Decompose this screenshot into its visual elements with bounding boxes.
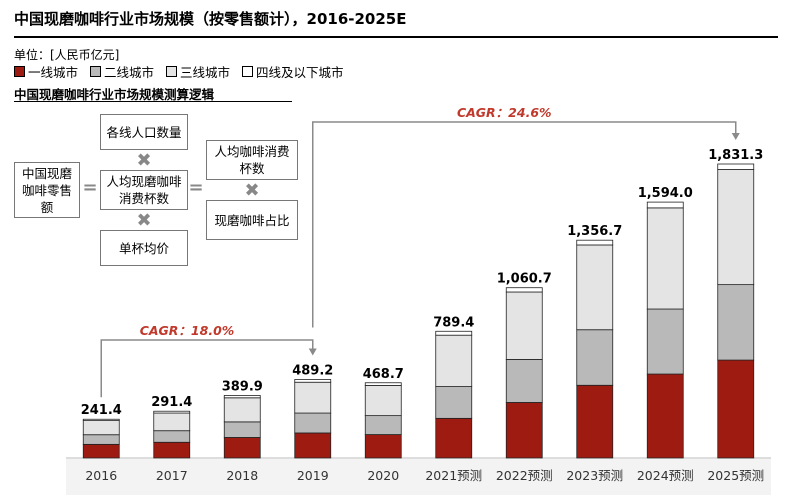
cagr-bracket-line bbox=[312, 121, 737, 328]
chart-title: 中国现磨咖啡行业市场规模（按零售额计），2016-2025E bbox=[14, 10, 407, 28]
bar-segment bbox=[294, 379, 332, 383]
bar-segment bbox=[82, 434, 120, 445]
bar-segment bbox=[82, 420, 120, 436]
bar-segment bbox=[646, 201, 684, 209]
legend-label-tier2: 二线城市 bbox=[104, 65, 155, 80]
bar-segment bbox=[153, 410, 191, 414]
bar-segment bbox=[223, 397, 261, 423]
times-sign-2: ✖ bbox=[136, 210, 152, 231]
bar-total-label: 789.4 bbox=[433, 315, 474, 330]
legend-item-tier4: 四线及以下城市 bbox=[242, 62, 344, 81]
x-tick-label: 2016 bbox=[85, 468, 117, 483]
legend-label-tier4: 四线及以下城市 bbox=[256, 65, 344, 80]
bar-segment bbox=[82, 443, 120, 459]
bar-segment bbox=[576, 384, 614, 459]
box-retail: 中国现磨咖啡零售额 bbox=[14, 162, 80, 218]
bar-segment bbox=[364, 382, 402, 386]
bar-segment bbox=[294, 432, 332, 459]
x-tick-label: 2019 bbox=[297, 468, 329, 483]
legend-label-tier3: 三线城市 bbox=[180, 65, 231, 80]
legend-label-tier1: 一线城市 bbox=[28, 65, 79, 80]
bar-segment bbox=[717, 284, 755, 361]
cagr-arrow-head bbox=[308, 348, 317, 356]
bar-segment bbox=[435, 330, 473, 336]
cagr-bracket-line bbox=[100, 339, 314, 398]
times-sign-3: ✖ bbox=[244, 180, 260, 201]
bar-segment bbox=[576, 329, 614, 386]
bar-segment bbox=[576, 239, 614, 246]
x-tick-label: 2020 bbox=[367, 468, 399, 483]
times-sign-1: ✖ bbox=[136, 150, 152, 171]
bar-total-label: 468.7 bbox=[363, 367, 404, 382]
equals-sign-1: = bbox=[82, 177, 98, 198]
x-axis-band bbox=[66, 459, 771, 495]
cagr-arrow-head bbox=[731, 133, 740, 140]
x-tick-label: 2018 bbox=[226, 468, 258, 483]
bar-segment bbox=[505, 402, 543, 459]
bar-segment bbox=[223, 421, 261, 438]
bar-total-label: 1,060.7 bbox=[497, 272, 552, 287]
bar-segment bbox=[82, 418, 120, 421]
box-cups: 人均咖啡消费杯数 bbox=[206, 140, 298, 180]
legend-swatch-tier4 bbox=[242, 66, 254, 77]
bar-segment bbox=[364, 434, 402, 459]
box-price: 单杯均价 bbox=[100, 230, 188, 266]
bar-segment bbox=[153, 430, 191, 443]
bar-segment bbox=[717, 163, 755, 170]
bar-segment bbox=[505, 359, 543, 403]
bar-segment bbox=[153, 441, 191, 459]
bar-segment bbox=[435, 386, 473, 419]
equals-sign-2: = bbox=[188, 177, 204, 198]
legend-item-tier1: 一线城市 bbox=[14, 62, 78, 81]
bar-total-label: 1,594.0 bbox=[638, 186, 693, 201]
bar-segment bbox=[646, 373, 684, 459]
cagr-label: CAGR：24.6% bbox=[457, 105, 552, 120]
bar-total-label: 291.4 bbox=[151, 395, 192, 410]
box-share: 现磨咖啡占比 bbox=[206, 200, 298, 240]
box-per-capita: 人均现磨咖啡消费杯数 bbox=[100, 170, 188, 210]
title-divider bbox=[14, 36, 778, 38]
bar-total-label: 241.4 bbox=[81, 403, 122, 418]
x-tick-label: 2022预测 bbox=[496, 468, 553, 483]
bar-segment bbox=[294, 381, 332, 414]
bar-segment bbox=[223, 437, 261, 459]
bar-total-label: 1,831.3 bbox=[708, 148, 763, 163]
bar-segment bbox=[646, 308, 684, 375]
bar-total-label: 489.2 bbox=[292, 363, 333, 378]
bar-segment bbox=[364, 415, 402, 435]
legend-swatch-tier2 bbox=[90, 66, 102, 77]
x-tick-label: 2024预测 bbox=[637, 468, 694, 483]
x-tick-label: 2023预测 bbox=[566, 468, 623, 483]
x-tick-label: 2021预测 bbox=[425, 468, 482, 483]
legend-swatch-tier3 bbox=[166, 66, 178, 77]
bar-segment bbox=[505, 291, 543, 360]
bar-segment bbox=[717, 169, 755, 286]
bar-segment bbox=[576, 244, 614, 331]
legend-item-tier3: 三线城市 bbox=[166, 62, 230, 81]
box-population: 各线人口数量 bbox=[100, 114, 188, 150]
bar-total-label: 389.9 bbox=[222, 379, 263, 394]
bar-segment bbox=[646, 207, 684, 310]
bar-segment bbox=[717, 359, 755, 459]
bar-segment bbox=[435, 417, 473, 459]
unit-label: 单位：[人民币亿元] bbox=[14, 48, 120, 62]
bar-segment bbox=[153, 412, 191, 432]
bar-segment bbox=[294, 412, 332, 434]
methodology-title: 中国现磨咖啡行业市场规模测算逻辑 bbox=[14, 87, 215, 102]
legend-item-tier2: 二线城市 bbox=[90, 62, 154, 81]
cagr-label: CAGR：18.0% bbox=[140, 323, 235, 338]
methodology-divider bbox=[14, 101, 292, 102]
bar-segment bbox=[505, 287, 543, 293]
x-tick-label: 2017 bbox=[156, 468, 188, 483]
bar-segment bbox=[435, 334, 473, 387]
x-tick-label: 2025预测 bbox=[707, 468, 764, 483]
bar-segment bbox=[364, 385, 402, 417]
legend-swatch-tier1 bbox=[14, 66, 25, 77]
bar-segment bbox=[223, 395, 261, 399]
bar-total-label: 1,356.7 bbox=[567, 224, 622, 239]
legend: 一线城市 二线城市 三线城市 四线及以下城市 bbox=[14, 62, 356, 81]
